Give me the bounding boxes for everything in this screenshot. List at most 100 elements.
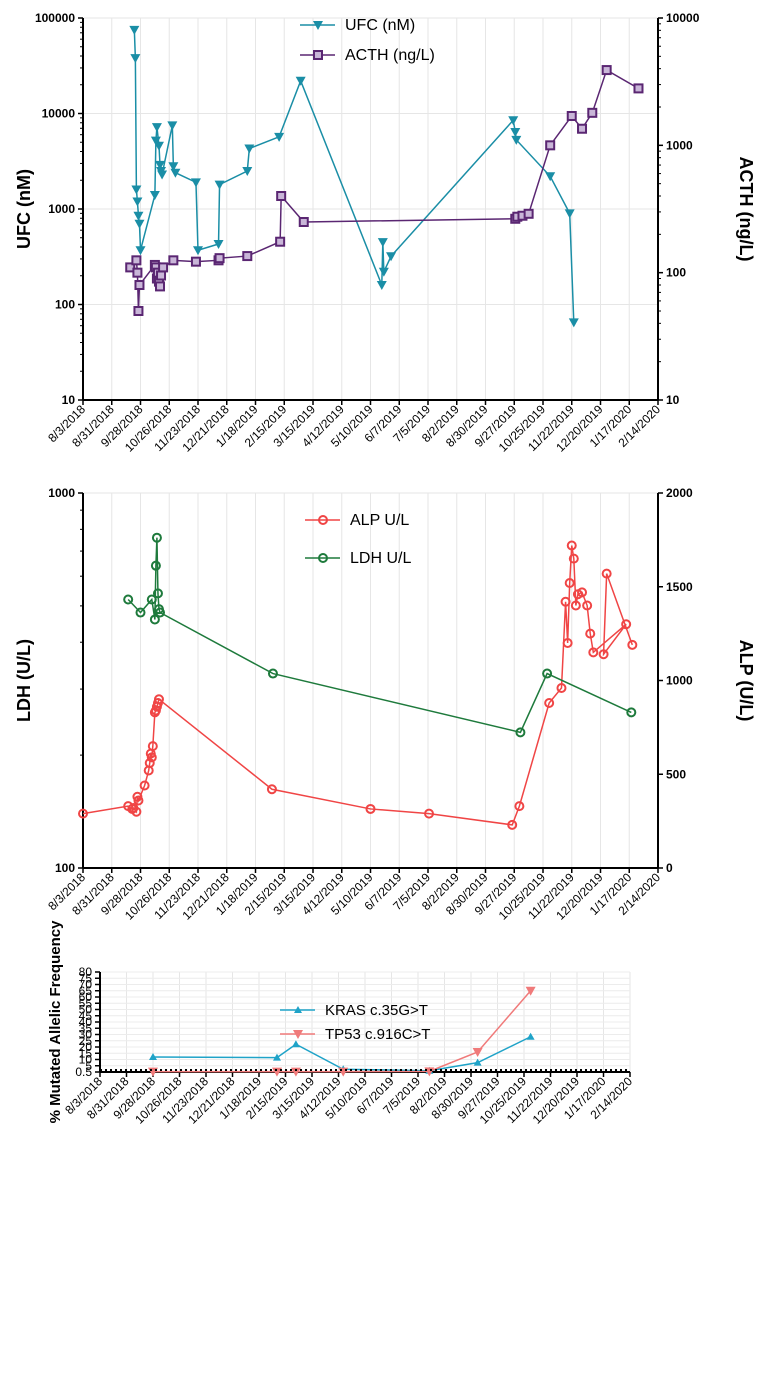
data-point bbox=[214, 253, 225, 264]
y-tick-label-left: 80 bbox=[79, 965, 93, 979]
data-point bbox=[272, 1053, 281, 1061]
axes: 8/3/20188/31/20189/28/201810/26/201811/2… bbox=[62, 965, 635, 1127]
data-point bbox=[125, 262, 136, 273]
y-tick-label-left: 0.5 bbox=[75, 1065, 92, 1079]
legend-label: UFC (nM) bbox=[345, 17, 415, 34]
data-point bbox=[133, 211, 144, 221]
data-point bbox=[508, 116, 519, 126]
data-point bbox=[601, 65, 612, 76]
data-point bbox=[626, 707, 637, 718]
data-point bbox=[134, 219, 145, 229]
data-point bbox=[132, 197, 143, 207]
data-point bbox=[146, 594, 157, 605]
y-tick-label-left: 100000 bbox=[35, 11, 75, 25]
y-tick-label-right: 10 bbox=[666, 393, 680, 407]
data-point bbox=[514, 801, 525, 812]
data-point bbox=[150, 136, 161, 146]
y-tick-label-left: 20 bbox=[79, 1040, 93, 1054]
data-point bbox=[424, 808, 435, 819]
y-tick-label-left: 1000 bbox=[48, 202, 75, 216]
y-tick-label-left: 45 bbox=[79, 1009, 93, 1023]
data-point bbox=[135, 607, 146, 618]
data-point bbox=[274, 132, 285, 142]
y-tick-label-left: 100 bbox=[55, 861, 75, 875]
legend-marker bbox=[318, 553, 328, 563]
y-tick-label-left: 50 bbox=[79, 1003, 93, 1017]
legend-marker bbox=[318, 515, 328, 525]
legend-label: ALP U/L bbox=[350, 512, 409, 529]
data-point bbox=[149, 191, 160, 201]
data-point bbox=[510, 128, 521, 138]
data-point bbox=[130, 54, 141, 64]
data-point bbox=[376, 281, 387, 291]
data-point bbox=[523, 208, 534, 219]
y-tick-label-right: 1000 bbox=[666, 674, 693, 688]
data-point bbox=[568, 318, 579, 328]
data-point bbox=[266, 784, 277, 795]
y-tick-label-left: 100 bbox=[55, 298, 75, 312]
data-point bbox=[144, 758, 155, 768]
data-point bbox=[149, 1053, 157, 1060]
data-point bbox=[139, 780, 150, 791]
y-tick-label-left: 5 bbox=[85, 1059, 92, 1073]
data-point bbox=[562, 638, 573, 648]
data-point bbox=[577, 123, 588, 134]
data-point bbox=[131, 185, 142, 195]
y-axis-title-right: ALP (U/L) bbox=[736, 640, 756, 722]
data-point bbox=[507, 819, 518, 830]
y-tick-label-right: 1500 bbox=[666, 580, 693, 594]
y-axis-title-left: % Mutated Allelic Frequency bbox=[47, 920, 64, 1123]
y-tick-label-left: 55 bbox=[79, 996, 93, 1010]
data-point bbox=[601, 568, 612, 579]
data-point bbox=[570, 600, 581, 611]
y-tick-label-left: 30 bbox=[79, 1028, 93, 1042]
legend-marker bbox=[294, 1006, 302, 1013]
data-point bbox=[621, 619, 632, 630]
series-line bbox=[133, 29, 575, 323]
data-point bbox=[267, 668, 278, 679]
y-axis-title-left: UFC (nM) bbox=[14, 169, 34, 249]
data-point bbox=[291, 1040, 300, 1048]
axes: 8/3/20188/31/20189/28/201810/26/201811/2… bbox=[35, 11, 700, 455]
series-1: ALP U/L bbox=[78, 512, 638, 830]
y-tick-label-left: 40 bbox=[79, 1015, 93, 1029]
data-point bbox=[598, 649, 609, 660]
data-point bbox=[151, 532, 162, 543]
data-point bbox=[545, 140, 556, 151]
data-point bbox=[568, 553, 579, 564]
data-point bbox=[544, 698, 555, 708]
y-tick-label-left: 25 bbox=[79, 1034, 93, 1048]
series-1: UFC (nM) bbox=[129, 17, 579, 328]
y-tick-label-left: 10 bbox=[79, 1053, 93, 1067]
y-axis-title-left: LDH (U/L) bbox=[14, 639, 34, 722]
y-tick-label-right: 100 bbox=[666, 266, 686, 280]
data-point bbox=[149, 614, 160, 625]
data-point bbox=[147, 741, 158, 752]
data-point bbox=[582, 600, 593, 611]
data-point bbox=[472, 1048, 483, 1057]
data-point bbox=[155, 607, 166, 618]
y-axis-title-right: ACTH (ng/L) bbox=[736, 157, 756, 262]
data-point bbox=[560, 596, 571, 607]
y-tick-label-left: 75 bbox=[79, 971, 93, 985]
data-point bbox=[542, 668, 553, 679]
data-point bbox=[564, 209, 575, 219]
series-2: TP53 c.916C>T bbox=[148, 986, 536, 1077]
y-tick-label-left: 35 bbox=[79, 1021, 93, 1035]
legend-label: LDH U/L bbox=[350, 550, 411, 567]
y-tick-label-left: 1000 bbox=[48, 486, 75, 500]
data-point bbox=[556, 683, 567, 693]
legend-marker bbox=[313, 50, 323, 60]
data-point bbox=[190, 178, 201, 188]
data-point bbox=[131, 806, 142, 817]
y-tick-label-right: 10000 bbox=[666, 11, 700, 25]
data-point bbox=[511, 135, 522, 145]
chart-2: 8/3/20188/31/20189/28/201810/26/201811/2… bbox=[14, 486, 756, 923]
data-point bbox=[627, 639, 638, 650]
data-point bbox=[133, 795, 144, 806]
data-point bbox=[213, 240, 224, 250]
y-tick-label-right: 0 bbox=[666, 861, 673, 875]
data-point bbox=[271, 1067, 282, 1077]
data-point bbox=[153, 694, 164, 705]
